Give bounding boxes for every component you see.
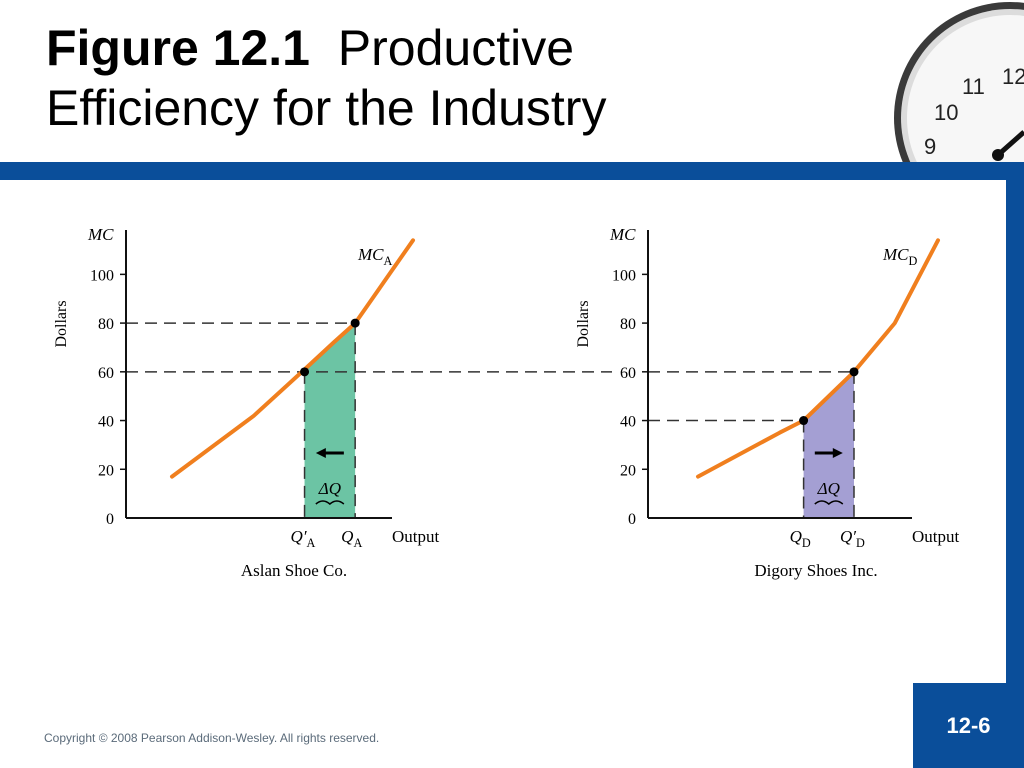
slide-title: Figure 12.1 Productive Efficiency for the… bbox=[46, 18, 606, 138]
clock-icon: 12 11 10 9 bbox=[894, 2, 1024, 162]
side-bar bbox=[1006, 180, 1024, 768]
y-tick-label: 60 bbox=[98, 365, 114, 382]
y-tick-label: 0 bbox=[106, 511, 114, 528]
direction-arrow-head bbox=[832, 448, 843, 458]
svg-text:12: 12 bbox=[1002, 64, 1024, 89]
delta-q-brace bbox=[315, 500, 345, 505]
mc-curve bbox=[170, 238, 415, 479]
copyright-notice: Copyright © 2008 Pearson Addison-Wesley.… bbox=[44, 731, 380, 745]
x-axis-label: Output bbox=[392, 527, 440, 546]
svg-text:11: 11 bbox=[962, 74, 985, 99]
svg-text:9: 9 bbox=[924, 134, 936, 159]
y-axis-label: Dollars bbox=[575, 300, 592, 347]
x-axis-label: Output bbox=[912, 527, 960, 546]
figure-number: Figure 12.1 bbox=[46, 20, 310, 76]
page-number: 12-6 bbox=[913, 683, 1024, 768]
marked-point bbox=[799, 416, 809, 426]
y-axis-title: MC bbox=[609, 225, 636, 244]
y-axis-label: Dollars bbox=[53, 300, 70, 347]
quantity-label: Q′A bbox=[291, 527, 316, 550]
marked-point bbox=[350, 318, 360, 328]
y-tick-label: 20 bbox=[98, 462, 114, 479]
direction-arrow-head bbox=[315, 448, 326, 458]
y-tick-label: 100 bbox=[90, 267, 114, 284]
title-part-2: Efficiency for the Industry bbox=[46, 80, 607, 136]
y-tick-label: 0 bbox=[628, 511, 636, 528]
title-part-1: Productive bbox=[337, 20, 575, 76]
delta-q-label: ΔQ bbox=[318, 479, 341, 498]
marked-point bbox=[849, 367, 859, 377]
y-tick-label: 100 bbox=[612, 267, 636, 284]
digory-chart-panel: 0 20 40 60 80 100 MC Dollars Output MCD QD Q′D ΔQ Dig… bbox=[575, 225, 960, 580]
firm-label: Digory Shoes Inc. bbox=[754, 561, 877, 580]
aslan-chart-panel: 0 20 40 60 80 100 MC Dollars Output MCA Q′A QA ΔQ Asl… bbox=[53, 225, 612, 580]
delta-q-shaded-area bbox=[803, 371, 854, 518]
y-tick-label: 20 bbox=[620, 462, 636, 479]
y-tick-label: 40 bbox=[98, 414, 114, 431]
y-tick-label: 80 bbox=[620, 316, 636, 333]
delta-q-brace bbox=[814, 500, 844, 505]
header-bar bbox=[0, 162, 1024, 180]
y-tick-label: 80 bbox=[98, 316, 114, 333]
marked-point bbox=[300, 367, 310, 377]
y-tick-label: 60 bbox=[620, 365, 636, 382]
mc-curve bbox=[696, 238, 940, 479]
mc-curve-label: MCD bbox=[882, 245, 918, 268]
quantity-label: Q′D bbox=[840, 527, 865, 550]
firm-label: Aslan Shoe Co. bbox=[241, 561, 347, 580]
delta-q-label: ΔQ bbox=[817, 479, 840, 498]
svg-text:10: 10 bbox=[934, 100, 958, 125]
quantity-label: QA bbox=[341, 527, 362, 550]
mc-curve-label: MCA bbox=[357, 245, 393, 268]
productive-efficiency-chart: 0 20 40 60 80 100 MC Dollars Output MCA Q′A QA ΔQ Asl… bbox=[53, 225, 960, 580]
quantity-label: QD bbox=[790, 527, 811, 550]
y-tick-label: 40 bbox=[620, 414, 636, 431]
y-axis-title: MC bbox=[87, 225, 114, 244]
